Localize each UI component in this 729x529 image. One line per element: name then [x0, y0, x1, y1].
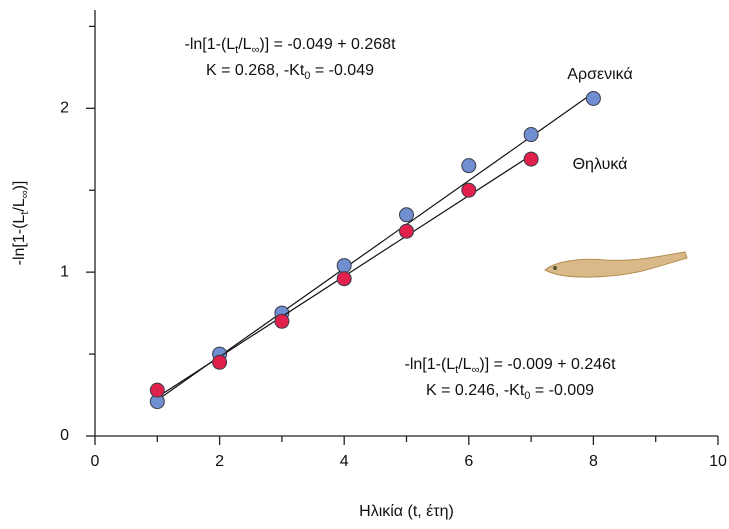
fit-line — [156, 92, 594, 401]
subscript: 0 — [524, 390, 530, 402]
x-tick-label: 2 — [215, 453, 224, 470]
x-tick-label: 6 — [464, 453, 473, 470]
series-label: Θηλυκά — [573, 156, 628, 173]
text-segment: -ln[1-(L — [404, 356, 455, 373]
equation: K = 0.268, -Kt0 = -0.049 — [206, 62, 374, 82]
y-axis-label: -ln[1-(Lt/L∞)] — [11, 181, 31, 266]
point — [336, 271, 352, 287]
equation: K = 0.246, -Kt0 = -0.009 — [426, 382, 594, 402]
point — [399, 223, 414, 239]
point — [212, 354, 228, 370]
text-segment: = -0.049 — [310, 62, 374, 79]
text-segment: /L — [11, 198, 28, 211]
x-tick-label: 0 — [91, 453, 100, 470]
fish-illustration — [544, 251, 688, 278]
point — [274, 313, 290, 329]
text-segment: )] = -0.049 + 0.268t — [259, 36, 396, 53]
text-segment: )] — [11, 181, 28, 191]
x-tick-label: 10 — [709, 453, 727, 470]
text-segment: /L — [238, 36, 251, 53]
text-segment: = -0.009 — [530, 382, 594, 399]
subscript: t — [235, 44, 238, 56]
subscript: ∞ — [472, 364, 480, 376]
text-segment: K = 0.246, -Kt — [426, 382, 525, 399]
subscript: ∞ — [19, 190, 31, 198]
text-segment: /L — [458, 356, 471, 373]
subscript: t — [455, 364, 458, 376]
point — [461, 182, 477, 198]
point — [523, 127, 539, 143]
subscript: ∞ — [252, 44, 260, 56]
point — [399, 207, 414, 223]
text-segment: K = 0.268, -Kt — [206, 62, 305, 79]
x-tick-label: 4 — [340, 453, 349, 470]
text-segment: -ln[1-(L — [11, 215, 28, 266]
point — [461, 158, 477, 174]
equation: -ln[1-(Lt/L∞)] = -0.009 + 0.246t — [404, 356, 616, 376]
point — [336, 258, 352, 274]
y-tick-label: 2 — [60, 100, 69, 117]
equation: -ln[1-(Lt/L∞)] = -0.049 + 0.268t — [184, 36, 396, 56]
y-tick-label: 0 — [60, 427, 69, 444]
subscript: 0 — [304, 70, 310, 82]
point — [523, 151, 539, 167]
y-tick-label: 1 — [60, 263, 69, 280]
series-label: Αρσενικά — [567, 66, 632, 83]
point — [149, 382, 165, 398]
subscript: t — [19, 212, 31, 215]
text-segment: )] = -0.009 + 0.246t — [479, 356, 616, 373]
x-axis-label: Ηλικία (t, έτη) — [359, 503, 454, 520]
x-tick-label: 8 — [589, 453, 598, 470]
point — [585, 90, 601, 106]
text-segment: -ln[1-(L — [184, 36, 235, 53]
